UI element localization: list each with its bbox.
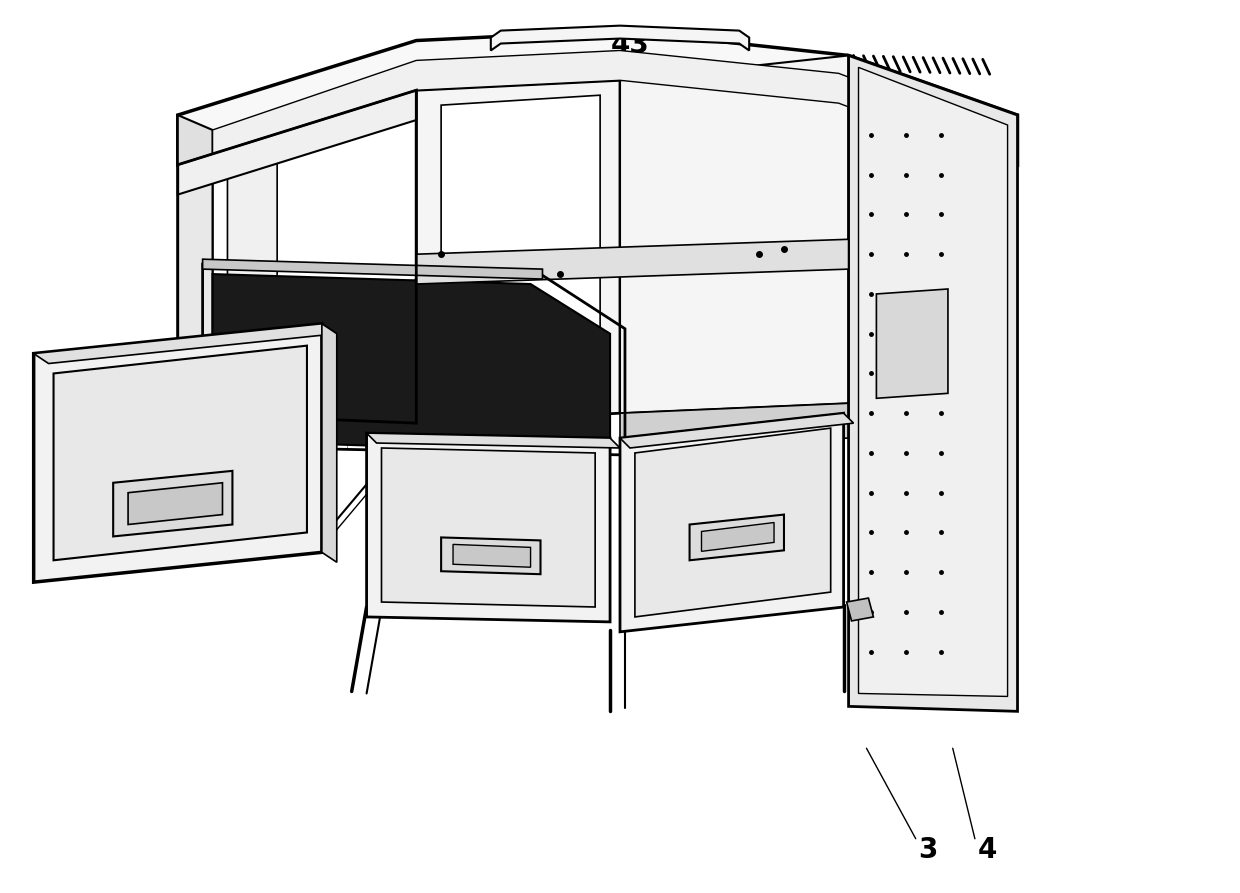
- Text: 2: 2: [755, 64, 775, 92]
- Polygon shape: [212, 274, 610, 453]
- Polygon shape: [212, 413, 288, 478]
- Polygon shape: [227, 153, 278, 410]
- Polygon shape: [177, 115, 212, 165]
- Polygon shape: [322, 324, 337, 563]
- Polygon shape: [858, 67, 1008, 697]
- Text: 42: 42: [841, 85, 879, 113]
- Polygon shape: [441, 538, 541, 574]
- Polygon shape: [367, 433, 610, 622]
- Polygon shape: [620, 413, 843, 632]
- Polygon shape: [33, 324, 337, 363]
- Polygon shape: [202, 259, 542, 279]
- Polygon shape: [177, 90, 417, 195]
- Polygon shape: [848, 55, 1018, 712]
- Polygon shape: [441, 96, 600, 404]
- Polygon shape: [417, 80, 620, 423]
- Polygon shape: [177, 30, 1018, 165]
- Polygon shape: [177, 160, 212, 418]
- Polygon shape: [453, 545, 531, 567]
- Polygon shape: [620, 55, 848, 413]
- Polygon shape: [988, 115, 1018, 165]
- Polygon shape: [417, 239, 848, 284]
- Polygon shape: [382, 448, 595, 607]
- Polygon shape: [620, 404, 848, 448]
- Polygon shape: [128, 483, 222, 524]
- Polygon shape: [491, 26, 749, 51]
- Text: 3: 3: [919, 836, 937, 864]
- Polygon shape: [847, 598, 873, 621]
- Polygon shape: [689, 514, 784, 560]
- Polygon shape: [53, 346, 308, 560]
- Text: 43: 43: [610, 31, 650, 59]
- Polygon shape: [33, 324, 322, 582]
- Polygon shape: [367, 433, 620, 448]
- Text: 4: 4: [977, 836, 997, 864]
- Polygon shape: [113, 471, 232, 537]
- Polygon shape: [702, 522, 774, 551]
- Text: 41: 41: [906, 85, 945, 113]
- Polygon shape: [620, 413, 853, 448]
- Polygon shape: [212, 51, 988, 160]
- Polygon shape: [877, 289, 947, 398]
- Polygon shape: [635, 428, 831, 617]
- Polygon shape: [177, 165, 212, 418]
